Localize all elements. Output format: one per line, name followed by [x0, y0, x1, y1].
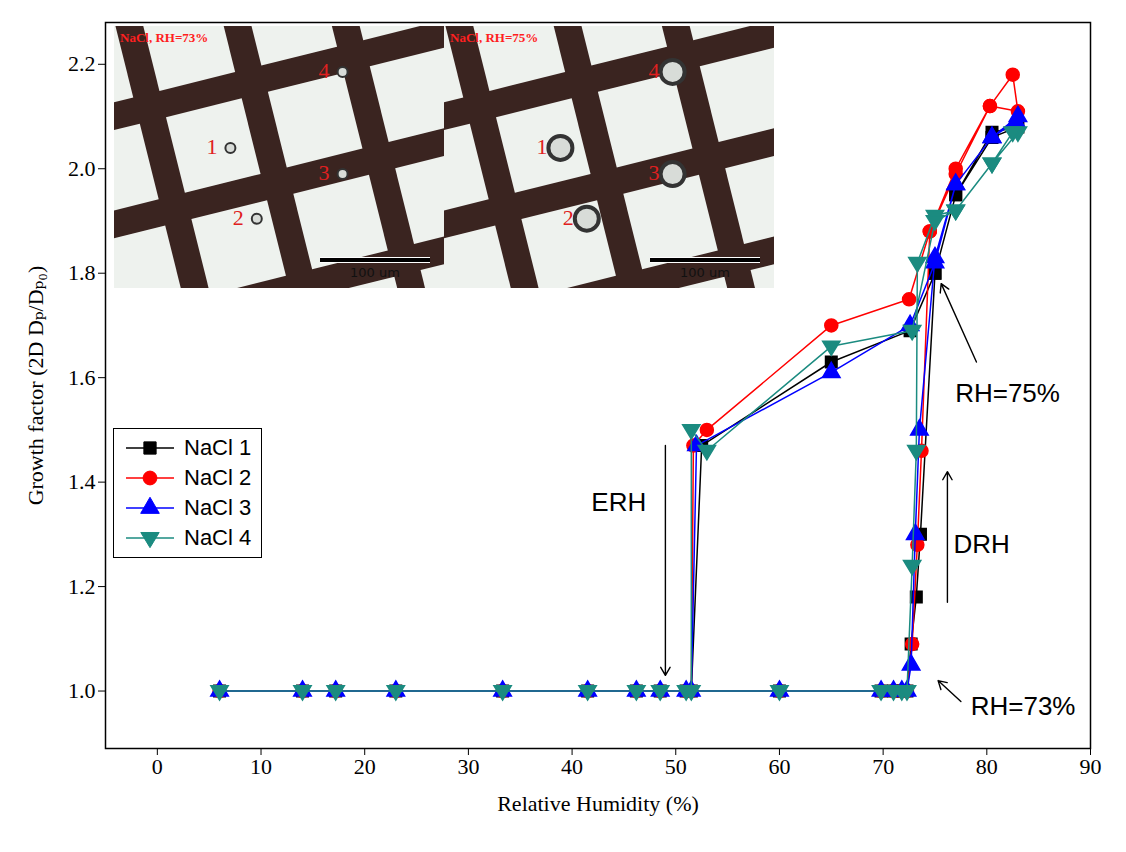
svg-text:0: 0 — [152, 754, 163, 779]
svg-text:30: 30 — [457, 754, 479, 779]
html-text:NaCl, RH=73%: NaCl, RH=73% — [120, 30, 209, 45]
html-text:NaCl 2: NaCl 2 — [184, 465, 252, 490]
html-text:NaCl 4: NaCl 4 — [184, 525, 252, 550]
html-text:3: 3 — [318, 160, 330, 186]
svg-text:Relative Humidity (%): Relative Humidity (%) — [497, 791, 699, 816]
svg-text:Growth factor (2D Dₚ/Dₚ₀): Growth factor (2D Dₚ/Dₚ₀) — [23, 266, 48, 506]
svg-text:RH=75%: RH=75% — [955, 378, 1060, 408]
html-text:1: 1 — [206, 133, 218, 159]
html-text:NaCl 3: NaCl 3 — [184, 495, 252, 520]
svg-text:1.4: 1.4 — [68, 469, 96, 494]
svg-text:DRH: DRH — [953, 529, 1009, 559]
svg-text:RH=73%: RH=73% — [971, 691, 1076, 721]
svg-text:80: 80 — [976, 754, 998, 779]
svg-text:10: 10 — [250, 754, 272, 779]
svg-text:50: 50 — [665, 754, 687, 779]
svg-text:90: 90 — [1080, 754, 1102, 779]
svg-text:1.8: 1.8 — [68, 260, 96, 285]
svg-text:ERH: ERH — [591, 487, 646, 517]
html-text:1: 1 — [536, 133, 548, 159]
svg-text:70: 70 — [872, 754, 894, 779]
html-text:3: 3 — [648, 160, 660, 186]
html-text:4: 4 — [648, 57, 660, 83]
svg-text:1.0: 1.0 — [68, 678, 96, 703]
svg-text:2.2: 2.2 — [68, 51, 96, 76]
svg-text:40: 40 — [561, 754, 583, 779]
html-text:100 um: 100 um — [680, 265, 730, 280]
svg-text:2.0: 2.0 — [68, 156, 96, 181]
svg-text:60: 60 — [768, 754, 790, 779]
html-text:NaCl 1: NaCl 1 — [184, 435, 252, 460]
html-text:4: 4 — [318, 57, 330, 83]
svg-text:20: 20 — [354, 754, 376, 779]
svg-text:1.6: 1.6 — [68, 365, 96, 390]
html-text:100 um: 100 um — [350, 265, 400, 280]
html-text:2: 2 — [562, 204, 574, 230]
html-text:2: 2 — [232, 204, 244, 230]
html-text:NaCl, RH=75%: NaCl, RH=75% — [450, 30, 539, 45]
svg-text:1.2: 1.2 — [68, 574, 96, 599]
